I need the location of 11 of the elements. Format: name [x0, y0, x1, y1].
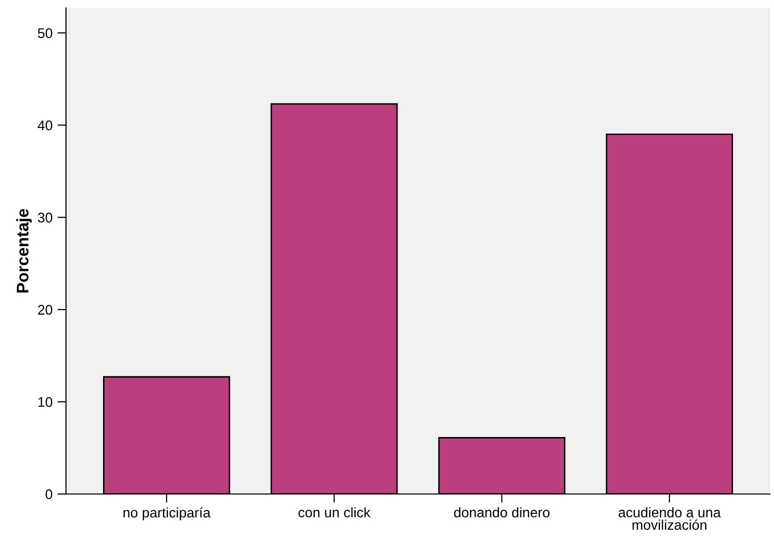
y-tick-label: 30	[38, 212, 52, 223]
x-tick-label: no participaría	[123, 507, 211, 520]
y-axis-title: Porcentaje	[16, 208, 32, 292]
y-tick-label: 10	[38, 397, 52, 407]
x-tick-label: acudiendo a una movilización	[618, 507, 721, 530]
y-tick-label: 50	[38, 28, 52, 38]
y-tick-label: 40	[38, 120, 52, 130]
y-tick-label: 20	[38, 304, 52, 315]
x-tick-label: con un click	[298, 507, 370, 518]
y-tick-label: 0	[46, 489, 52, 500]
x-tick-label: donando dinero	[454, 507, 550, 518]
